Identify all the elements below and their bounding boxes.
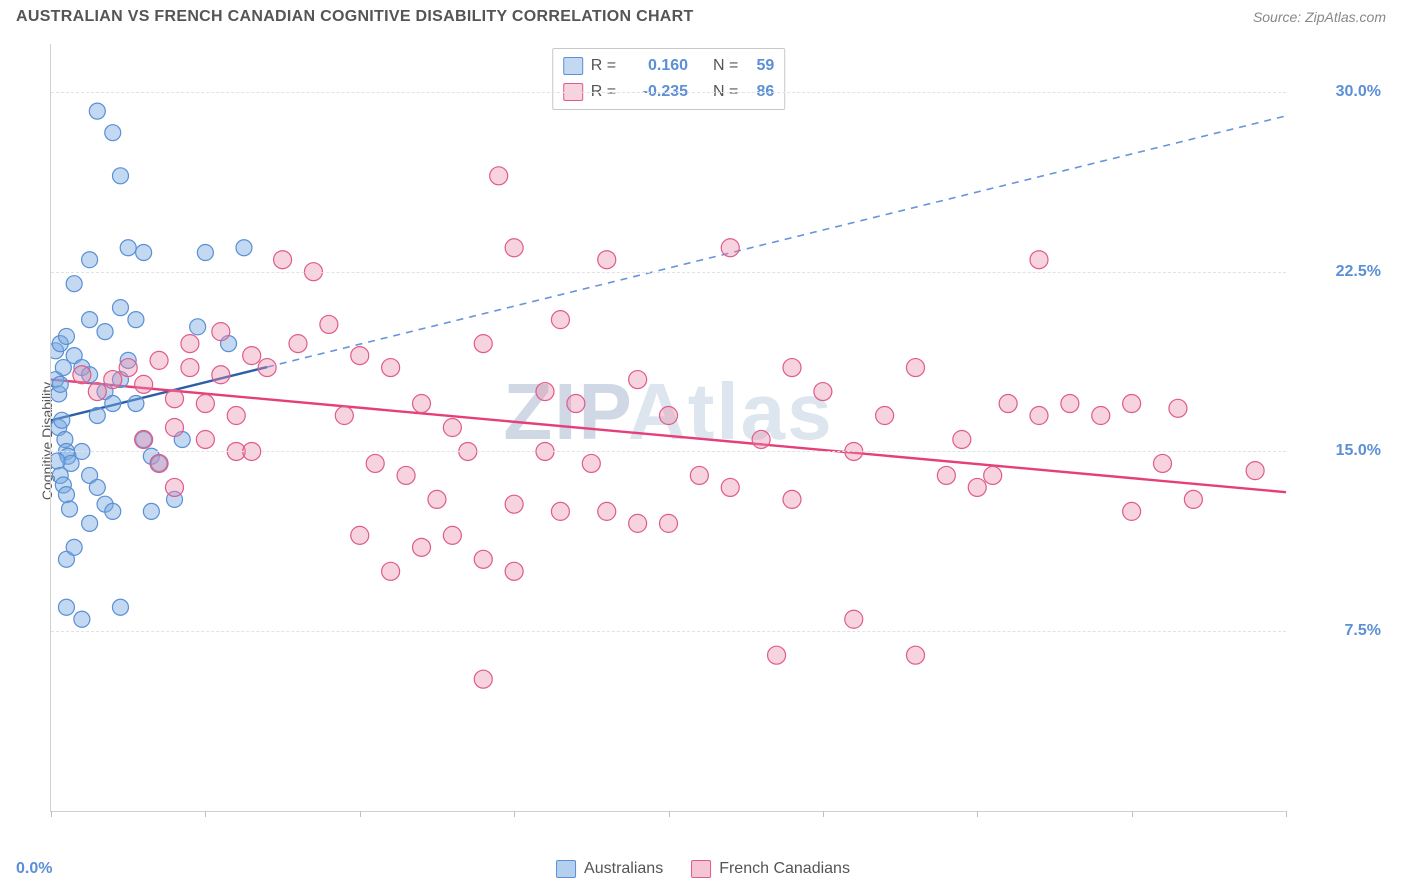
gridline (51, 92, 1286, 93)
legend-row-australians: R = 0.160 N = 59 (563, 53, 775, 79)
x-tick-mark (977, 811, 978, 817)
page-title: AUSTRALIAN VS FRENCH CANADIAN COGNITIVE … (16, 8, 694, 26)
x-tick-mark (823, 811, 824, 817)
legend-r-label: R = (591, 57, 616, 75)
correlation-legend: R =0.160 N =59R =-0.235 N =86 (552, 48, 786, 110)
source-label: Source: ZipAtlas.com (1253, 9, 1386, 25)
y-tick-label: 7.5% (1291, 622, 1381, 640)
legend-label: Australians (584, 860, 663, 878)
x-tick-mark (51, 811, 52, 817)
x-tick-mark (360, 811, 361, 817)
x-tick-mark (205, 811, 206, 817)
legend-r-value: 0.160 (630, 57, 688, 75)
chart-container: Cognitive Disability ZIPAtlas R =0.160 N… (16, 40, 1386, 842)
x-tick-mark (1132, 811, 1133, 817)
x-tick-mark (514, 811, 515, 817)
legend-n-label: N = (704, 57, 738, 75)
legend-swatch (563, 57, 583, 75)
x-min-label: 0.0% (16, 860, 52, 878)
y-tick-label: 30.0% (1291, 83, 1381, 101)
gridline (51, 272, 1286, 273)
gridline (51, 631, 1286, 632)
legend-item: Australians (556, 860, 663, 878)
plot-area: ZIPAtlas R =0.160 N =59R =-0.235 N =86 7… (50, 44, 1286, 812)
x-tick-mark (1286, 811, 1287, 817)
legend-swatch (556, 860, 576, 878)
legend-label: French Canadians (719, 860, 850, 878)
gridline (51, 451, 1286, 452)
legend-item: French Canadians (691, 860, 850, 878)
x-tick-mark (669, 811, 670, 817)
legend-n-value: 59 (746, 57, 774, 75)
series-legend: Australians French Canadians (556, 860, 850, 878)
scatter-svg (51, 44, 1286, 811)
y-tick-label: 22.5% (1291, 263, 1381, 281)
y-tick-label: 15.0% (1291, 442, 1381, 460)
legend-swatch (691, 860, 711, 878)
